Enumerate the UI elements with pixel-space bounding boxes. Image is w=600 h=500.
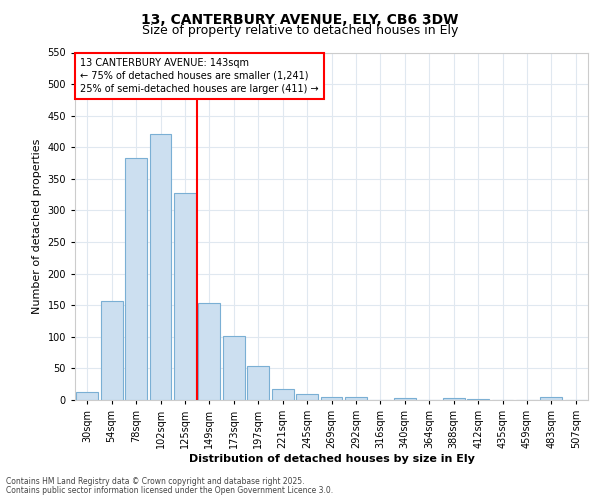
Bar xyxy=(101,301,122,400)
Bar xyxy=(443,398,464,400)
Bar xyxy=(125,158,147,400)
Bar xyxy=(296,394,318,400)
X-axis label: Distribution of detached houses by size in Ely: Distribution of detached houses by size … xyxy=(188,454,475,464)
Y-axis label: Number of detached properties: Number of detached properties xyxy=(32,138,42,314)
Bar xyxy=(199,304,220,400)
Bar xyxy=(541,398,562,400)
Text: 13, CANTERBURY AVENUE, ELY, CB6 3DW: 13, CANTERBURY AVENUE, ELY, CB6 3DW xyxy=(142,12,458,26)
Bar xyxy=(174,193,196,400)
Bar xyxy=(320,397,343,400)
Text: 13 CANTERBURY AVENUE: 143sqm
← 75% of detached houses are smaller (1,241)
25% of: 13 CANTERBURY AVENUE: 143sqm ← 75% of de… xyxy=(80,58,319,94)
Bar xyxy=(247,366,269,400)
Bar xyxy=(223,336,245,400)
Text: Contains public sector information licensed under the Open Government Licence 3.: Contains public sector information licen… xyxy=(6,486,333,495)
Text: Size of property relative to detached houses in Ely: Size of property relative to detached ho… xyxy=(142,24,458,37)
Bar xyxy=(394,398,416,400)
Bar xyxy=(272,388,293,400)
Bar xyxy=(149,134,172,400)
Text: Contains HM Land Registry data © Crown copyright and database right 2025.: Contains HM Land Registry data © Crown c… xyxy=(6,477,305,486)
Bar xyxy=(345,398,367,400)
Bar xyxy=(76,392,98,400)
